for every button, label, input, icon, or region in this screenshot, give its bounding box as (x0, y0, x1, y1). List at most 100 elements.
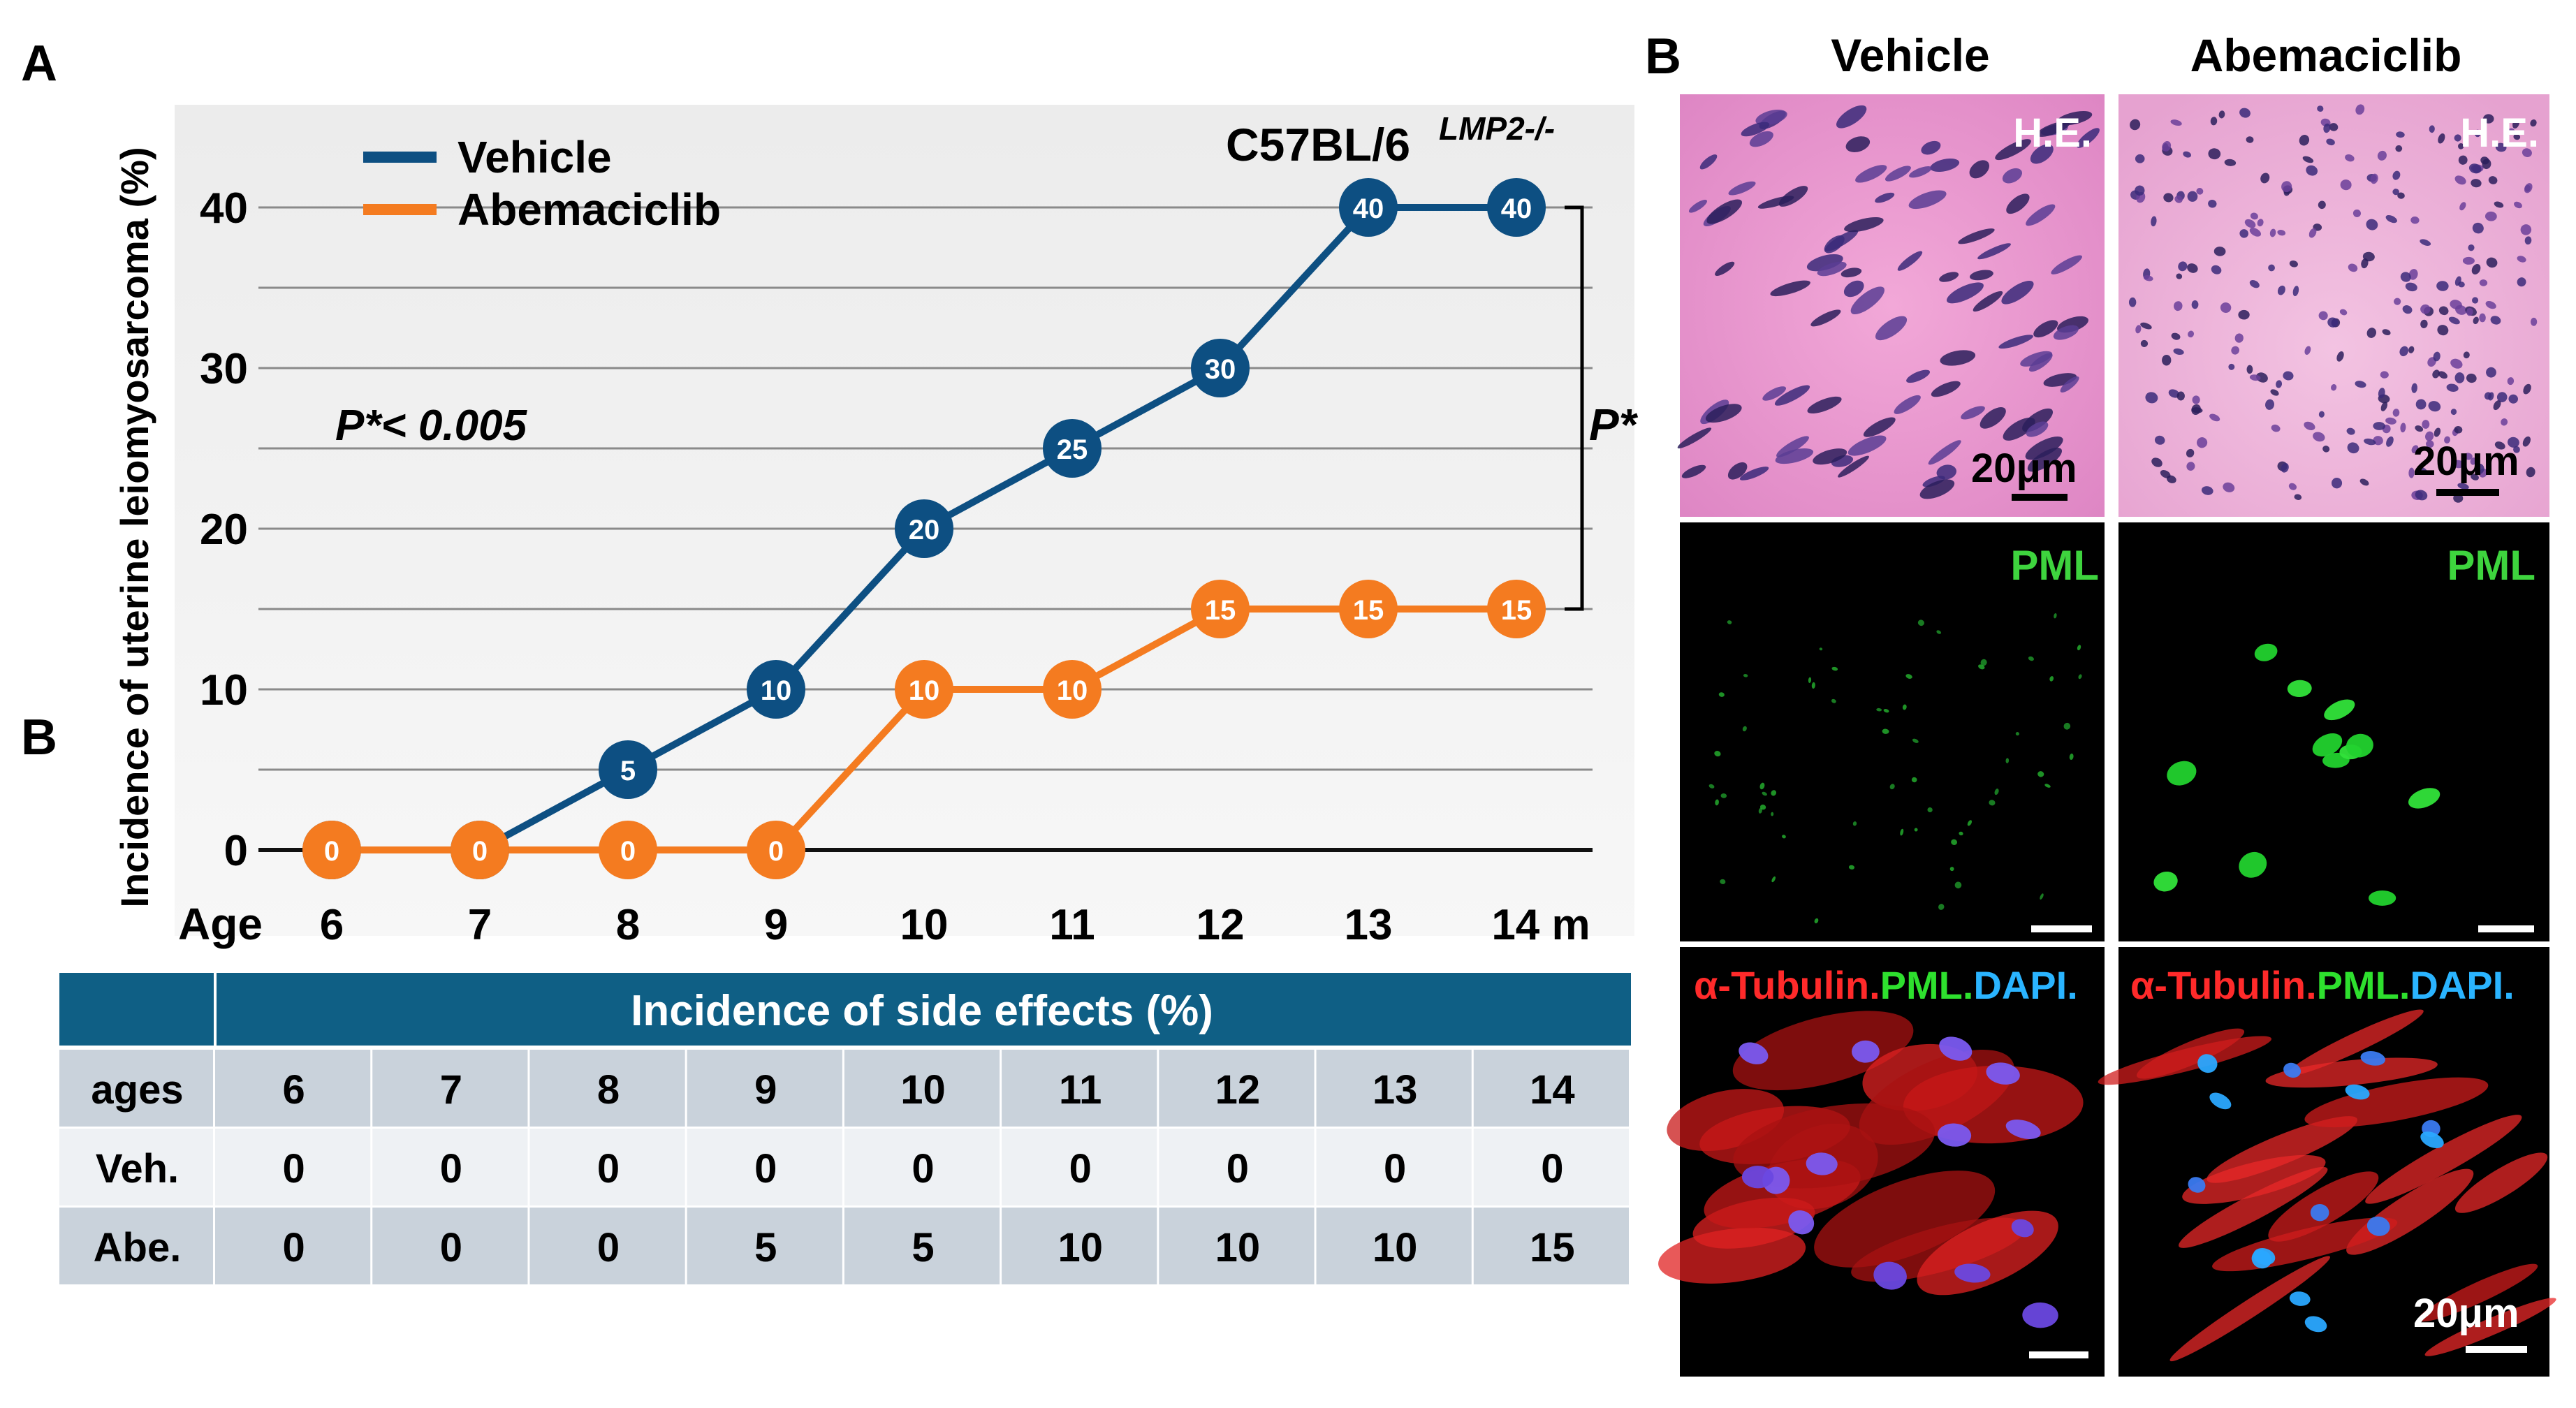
nucleus (1771, 876, 1776, 883)
nucleus (1937, 1123, 1972, 1147)
pml-image-vehicle (1680, 522, 2105, 941)
nucleus (2228, 363, 2235, 370)
nucleus (2130, 119, 2141, 131)
nucleus (1838, 455, 1869, 478)
column-header-vehicle: Vehicle (1831, 29, 1990, 81)
nucleus (2313, 432, 2325, 442)
nucleus (2176, 273, 2183, 279)
table-cell: 0 (597, 1146, 620, 1191)
nucleus (1850, 286, 1885, 315)
nucleus (2306, 165, 2318, 176)
nucleus (2187, 191, 2198, 202)
nucleus (2143, 275, 2153, 281)
nucleus (1732, 1011, 1914, 1091)
nucleus (2030, 144, 2054, 164)
nucleus (1961, 406, 1985, 420)
nucleus (1715, 261, 1735, 276)
nucleus (2433, 351, 2440, 362)
data-point-abemaciclib: 10 (1043, 660, 1102, 719)
nucleus (2188, 330, 2195, 338)
table-row: ages 6 7 8 9 10 11 12 13 14 (59, 1050, 1629, 1127)
bracket-label: P* (1589, 399, 1639, 450)
nucleus (2231, 346, 2239, 355)
nucleus (2339, 309, 2348, 316)
table-cell: 0 (1384, 1146, 1406, 1191)
nucleus (2197, 1054, 2218, 1073)
nucleus (2468, 244, 2475, 251)
data-label: 0 (620, 836, 636, 867)
nucleus (2474, 463, 2484, 474)
nucleus (1936, 464, 1956, 480)
nucleus (1806, 1152, 1838, 1175)
nucleus (2270, 389, 2279, 396)
nucleus (2183, 151, 2191, 158)
nucleus (2454, 134, 2461, 142)
nucleus (2170, 119, 2182, 126)
nucleus (2424, 1298, 2556, 1356)
nucleus (1928, 440, 1961, 465)
table-row-label: ages (91, 1067, 183, 1113)
nucleus (2392, 170, 2401, 180)
nucleus (2323, 123, 2331, 133)
nucleus (2392, 409, 2400, 417)
strain-superscript: LMP2-/- (1439, 110, 1555, 147)
data-point-vehicle: 40 (1487, 178, 1546, 237)
data-label: 30 (1205, 354, 1236, 385)
nucleus (1733, 1103, 1935, 1189)
nucleus (2484, 211, 2497, 221)
nucleus (2415, 399, 2427, 410)
he-scale-label-vehicle: 20μm (1971, 446, 2077, 491)
nucleus (1951, 839, 1957, 845)
nucleus (1776, 436, 1809, 457)
nucleus (2015, 732, 2019, 736)
nucleus (2520, 224, 2532, 235)
table-row: Veh. 0 0 0 0 0 0 0 0 0 (59, 1129, 1629, 1205)
x-tick-label: 7 (468, 901, 492, 949)
nucleus (1741, 1166, 1774, 1189)
nucleus (2448, 316, 2460, 325)
nucleus (1919, 479, 1955, 499)
nucleus (2140, 339, 2149, 347)
nucleus (2054, 613, 2057, 619)
data-label: 20 (909, 515, 940, 545)
table-cell: 13 (1373, 1067, 1418, 1113)
nucleus (2426, 440, 2434, 448)
nucleus (2483, 114, 2494, 124)
nucleus (2425, 431, 2434, 441)
nucleus (1759, 805, 1766, 810)
nucleus (2355, 104, 2365, 115)
table-cell: 0 (597, 1225, 620, 1270)
nucleus (2005, 1120, 2041, 1139)
nucleus (1819, 647, 1823, 651)
nucleus (2128, 297, 2137, 307)
nucleus (2249, 228, 2262, 237)
nucleus (2053, 325, 2079, 340)
nucleus (2392, 189, 2399, 196)
nucleus (2224, 159, 2237, 166)
nucleus (2304, 421, 2315, 430)
nucleus (2507, 437, 2519, 448)
nucleus (1927, 807, 1933, 813)
nucleus (1911, 777, 1917, 783)
nucleus (2522, 436, 2531, 447)
nucleus (2001, 281, 2034, 305)
data-point-abemaciclib: 15 (1487, 580, 1546, 638)
nucleus (2329, 123, 2339, 131)
nucleus (2135, 154, 2145, 163)
nucleus (2209, 413, 2220, 422)
x-tick-label: 13 (1345, 901, 1393, 949)
nucleus (2420, 1131, 2444, 1149)
nucleus (1908, 190, 1947, 210)
nucleus (2457, 483, 2469, 490)
nucleus (1905, 674, 1912, 679)
nucleus (1946, 282, 1984, 304)
nucleus (1938, 904, 1945, 910)
nucleus (2304, 1077, 2489, 1128)
nucleus (1843, 280, 1864, 298)
nucleus (1739, 1042, 1769, 1064)
nucleus (1770, 280, 1810, 297)
nucleus (2260, 173, 2270, 184)
x-tick-label: 11 (1049, 901, 1095, 949)
pml-vehicle-foci (1708, 613, 2082, 924)
nucleus (1715, 799, 1719, 806)
